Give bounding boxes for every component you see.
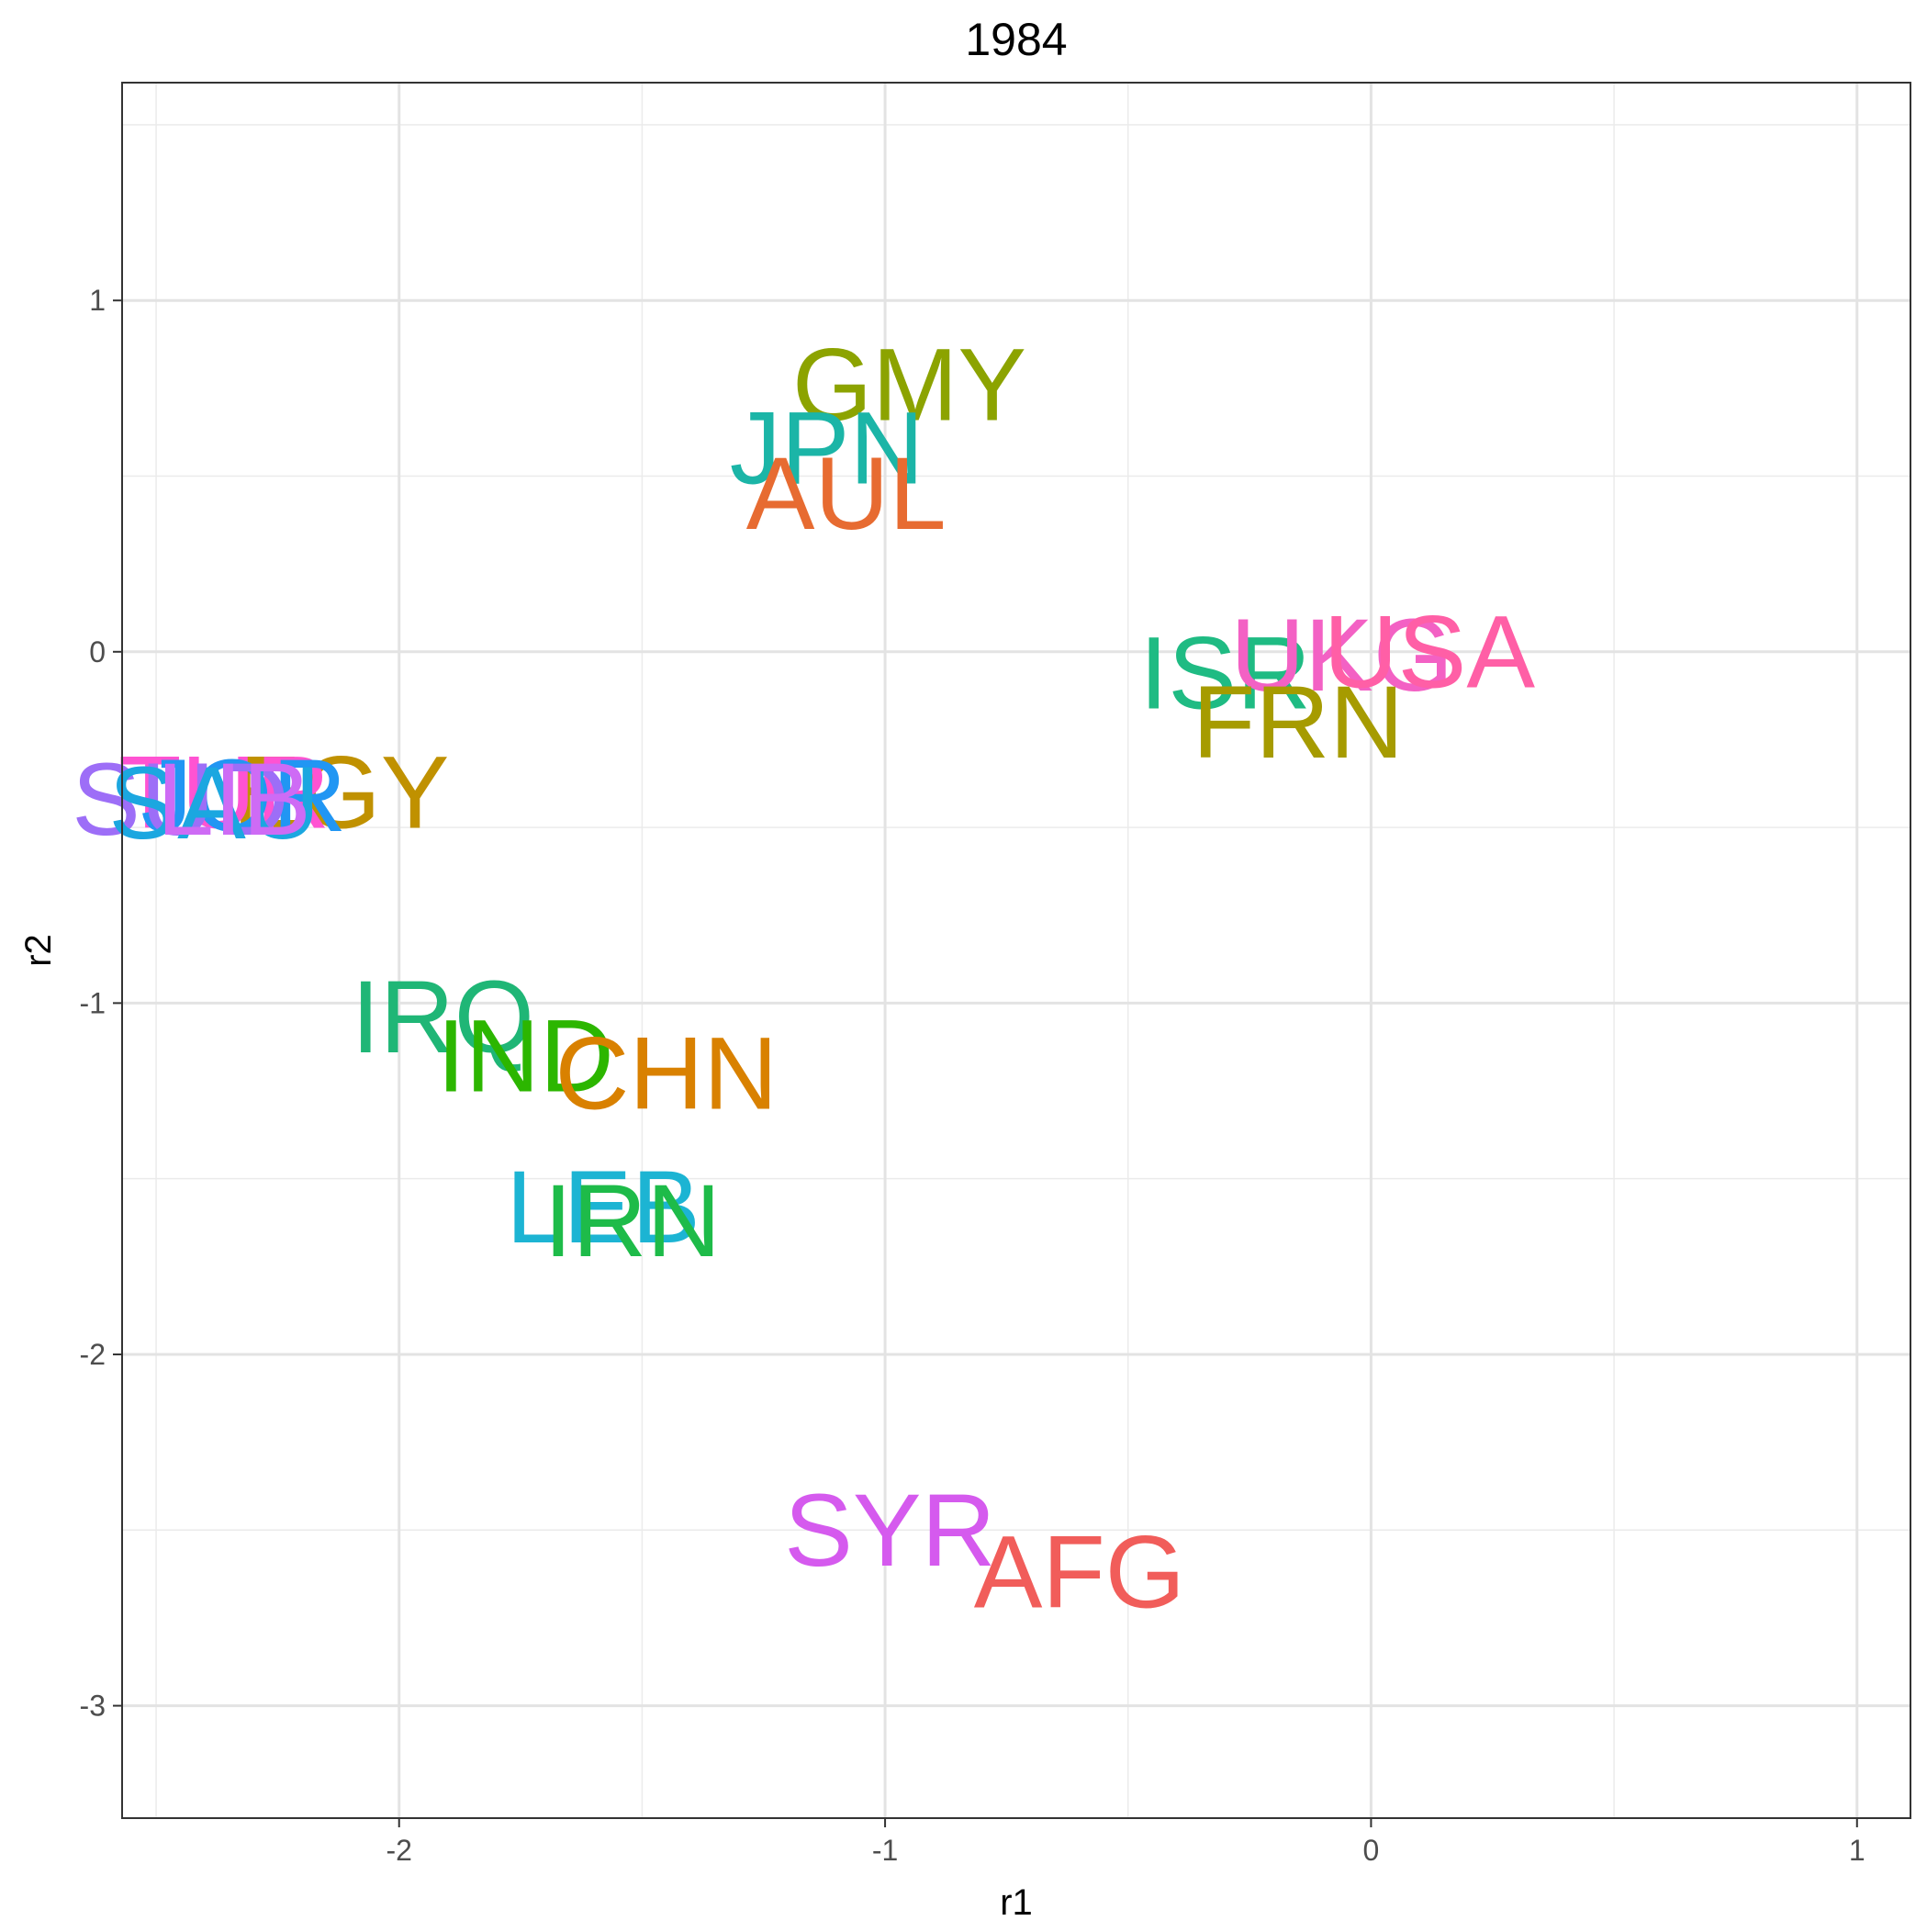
point-label-egy: EGY <box>232 735 450 849</box>
y-tick-label: 1 <box>89 284 106 317</box>
point-label-leb: LEB <box>506 1150 700 1264</box>
x-axis-title: r1 <box>1000 1882 1033 1923</box>
y-tick-label: 0 <box>89 635 106 668</box>
x-tick-label: -1 <box>872 1834 898 1867</box>
point-label-frn: FRN <box>1193 665 1404 780</box>
point-label-afg: AFG <box>974 1515 1185 1630</box>
major-gridlines <box>122 83 1910 1818</box>
point-label-irn: IRN <box>543 1163 721 1278</box>
x-axis: -2 -1 0 1 <box>387 1818 1865 1867</box>
y-axis-title: r2 <box>18 934 59 967</box>
plot-panel-border <box>121 82 1911 1819</box>
point-label-ukg: UKG <box>1230 598 1453 713</box>
point-label-usa: USA <box>1324 594 1536 709</box>
point-label-irq: IRQ <box>352 960 534 1074</box>
y-tick-label: -2 <box>80 1338 106 1371</box>
x-tick-label: 1 <box>1849 1834 1865 1867</box>
point-label-syr: SYR <box>784 1473 995 1588</box>
point-label-sud: SUD <box>72 742 288 857</box>
point-label-jor: JOR <box>140 738 346 853</box>
point-label-aul: AUL <box>746 436 947 551</box>
y-tick-label: -1 <box>80 986 106 1019</box>
point-label-tur: TUR <box>118 735 330 849</box>
minor-gridlines <box>122 83 1910 1818</box>
point-label-isr: ISR <box>1139 615 1311 730</box>
point-label-chn: CHN <box>555 1016 779 1130</box>
point-label-sau: SAU <box>108 746 319 860</box>
point-label-jpn: JPN <box>730 390 924 505</box>
x-tick-label: 0 <box>1363 1834 1380 1867</box>
chart-title: 1984 <box>965 14 1067 65</box>
y-tick-label: -3 <box>80 1690 106 1723</box>
point-label-gmy: GMY <box>792 328 1026 443</box>
point-label-ind: IND <box>437 998 614 1113</box>
point-label-lib: LIB <box>157 742 311 857</box>
x-tick-label: -2 <box>387 1834 412 1867</box>
y-axis: 1 0 -1 -2 -3 <box>80 284 122 1723</box>
